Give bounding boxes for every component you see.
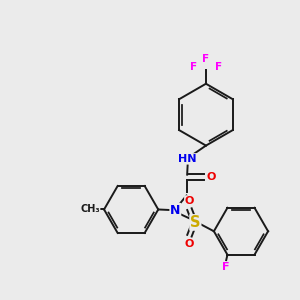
Text: F: F (190, 62, 197, 72)
Text: N: N (170, 204, 181, 217)
Text: O: O (185, 239, 194, 249)
Text: F: F (202, 54, 209, 64)
Text: HN: HN (178, 154, 197, 164)
Text: F: F (222, 262, 230, 272)
Text: S: S (190, 215, 201, 230)
Text: O: O (185, 196, 194, 206)
Text: F: F (215, 62, 223, 72)
Text: O: O (207, 172, 216, 182)
Text: CH₃: CH₃ (80, 205, 100, 214)
